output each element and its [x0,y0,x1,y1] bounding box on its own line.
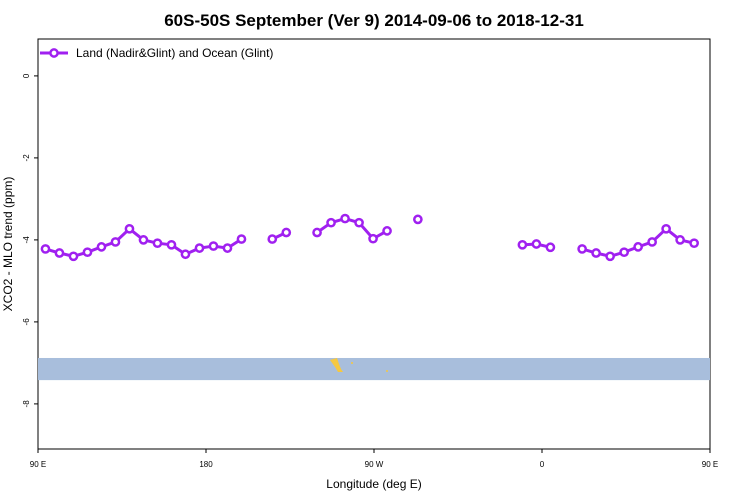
data-point [591,248,601,258]
y-tick-label: -6 [22,318,31,326]
land-patch [330,358,343,372]
chart-title: 60S-50S September (Ver 9) 2014-09-06 to … [164,11,584,30]
data-point [208,241,219,251]
data-point [413,214,423,225]
data-point [110,237,121,247]
y-tick-label: -4 [22,236,31,244]
data-point [354,217,364,228]
data-point [222,243,233,253]
data-point [368,233,378,244]
x-axis-label: Longitude (deg E) [326,477,421,491]
data-point [577,244,587,254]
data-point [166,239,177,250]
plot-frame [37,38,711,450]
data-point [82,247,93,258]
data-point [267,234,278,244]
x-tick-label: 90 E [30,460,46,469]
data-point [619,247,629,258]
data-point [545,242,556,253]
data-point [531,239,542,249]
data-point [689,238,699,249]
data-point [675,235,685,245]
series-group [40,213,699,262]
legend-label: Land (Nadir&Glint) and Ocean (Glint) [76,46,273,60]
data-point [517,239,528,250]
data-point [236,234,247,244]
data-point [312,227,322,238]
data-point [124,223,135,234]
y-axis-label: XCO2 - MLO trend (ppm) [1,177,15,312]
x-tick-label: 90 E [702,460,718,469]
data-point [180,249,191,260]
data-point [605,251,615,262]
data-point [194,243,205,253]
data-point [54,248,65,258]
data-point [138,235,149,245]
data-point [68,251,79,262]
data-point [281,227,292,238]
data-point [633,242,643,252]
map-strip [38,357,710,381]
data-point [326,217,336,228]
x-axis-ticks: 90 E 180 90 W 0 90 E [30,449,718,469]
x-tick-label: 90 W [365,460,384,469]
land-speck [386,370,388,372]
y-tick-label: 0 [22,73,31,78]
land-speck [351,362,353,364]
data-point [96,242,107,252]
data-point [152,238,163,249]
data-point [40,244,51,254]
data-point [382,226,392,236]
y-tick-label: -2 [22,154,31,162]
y-axis-ticks: 0 -2 -4 -6 -8 [22,73,38,407]
data-point [647,237,657,247]
y-tick-label: -8 [22,400,31,408]
x-tick-label: 180 [199,460,213,469]
legend: Land (Nadir&Glint) and Ocean (Glint) [40,46,273,60]
data-point [340,213,350,224]
ocean-band [38,357,710,381]
x-tick-label: 0 [540,460,545,469]
legend-marker [49,48,59,58]
data-point [661,223,671,234]
